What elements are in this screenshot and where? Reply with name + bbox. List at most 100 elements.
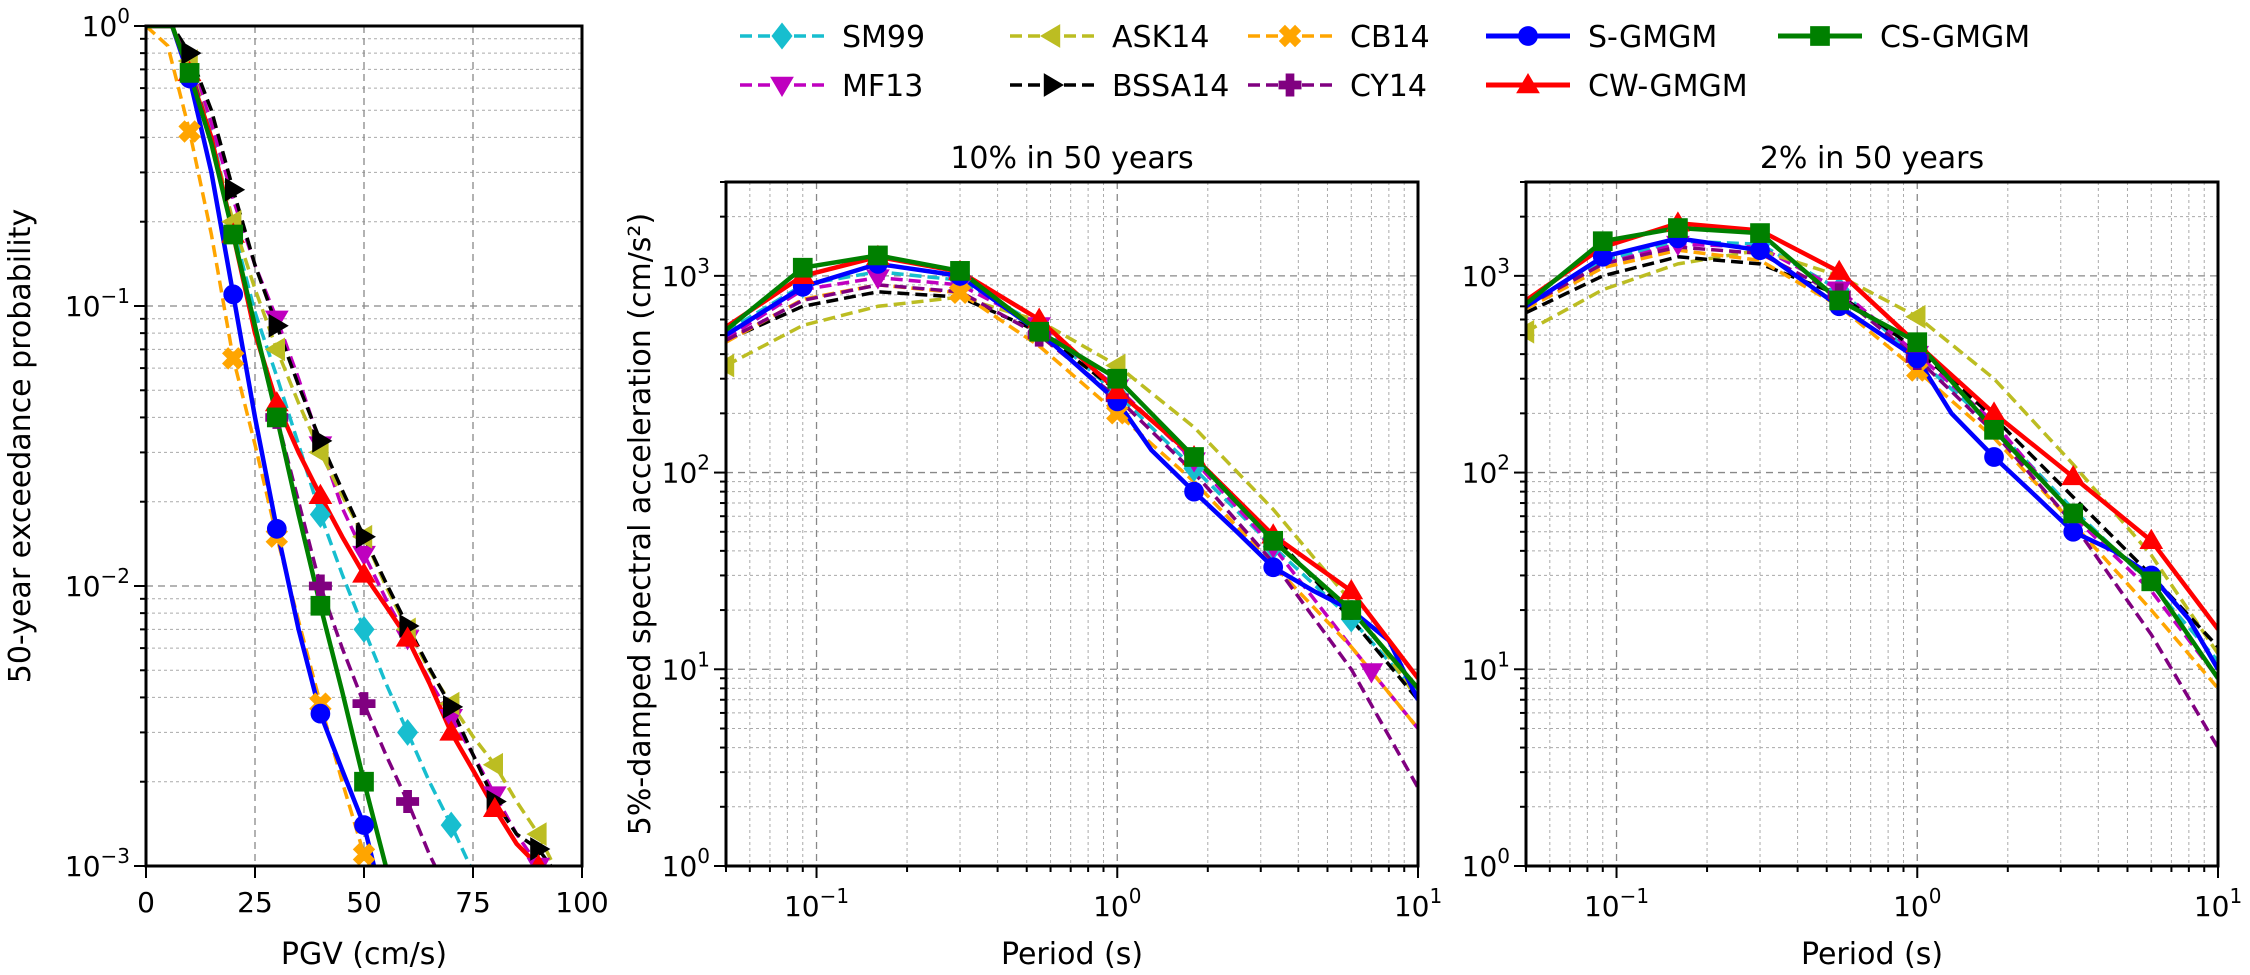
data-point-s-gmgm — [310, 703, 331, 724]
tick-label: 103 — [662, 254, 710, 293]
axes-frame — [1524, 180, 2220, 868]
series-line-cb14 — [726, 283, 1418, 730]
data-point-cs-gmgm — [1184, 447, 1204, 467]
tick-label: 100 — [1893, 884, 1941, 923]
data-point-s-gmgm — [266, 518, 287, 539]
data-point-cs-gmgm — [1984, 419, 2004, 440]
legend-marker-triangle-right-icon — [1043, 73, 1064, 97]
data-point-cw-gmgm — [308, 483, 333, 504]
tick-label: 100 — [662, 844, 710, 883]
legend-item-mf13: MF13 — [740, 69, 923, 104]
data-point-cs-gmgm — [354, 771, 374, 792]
panel-title: 10% in 50 years — [950, 141, 1193, 176]
panel-title: 2% in 50 years — [1760, 141, 1984, 176]
legend-marker-circle-icon — [1518, 26, 1538, 46]
tick-label: 100 — [1093, 884, 1141, 923]
data-point-cs-gmgm — [2063, 503, 2084, 524]
markers-sa10 — [726, 244, 1384, 684]
data-point-mf13 — [352, 545, 376, 567]
legend-label: MF13 — [842, 69, 923, 104]
data-point-cs-gmgm — [179, 63, 200, 83]
data-point-cs-gmgm — [1592, 231, 1613, 252]
data-point-cw-gmgm — [1339, 579, 1364, 600]
series-line-mf13 — [1526, 242, 2218, 680]
series-line-cy14 — [146, 26, 438, 866]
legend-marker-square-icon — [1810, 26, 1830, 46]
data-point-bssa14 — [225, 177, 246, 202]
series-line-bssa14 — [146, 26, 554, 866]
data-point-bssa14 — [355, 524, 376, 549]
data-point-s-gmgm — [1263, 557, 1284, 578]
series-line-cs-gmgm — [1526, 225, 2218, 680]
series-line-cs-gmgm — [726, 253, 1418, 690]
data-point-cw-gmgm — [352, 562, 376, 583]
data-point-cy14 — [352, 692, 376, 716]
series-line-s-gmgm — [146, 26, 377, 866]
legend-item-cw-gmgm: CW-GMGM — [1486, 69, 1748, 104]
data-point-cs-gmgm — [1750, 223, 1770, 243]
legend-item-sm99: SM99 — [740, 20, 925, 55]
data-point-cy14 — [396, 789, 420, 813]
data-point-ask14 — [264, 337, 285, 362]
tick-label: 10−2 — [65, 564, 130, 603]
panel-spectra-10pct-50yr: 100 101 102 103 10−1 100 101 Period (s) 5%-dampe… — [623, 141, 1442, 972]
tick-label: 10−3 — [65, 844, 130, 883]
data-point-cw-gmgm — [2139, 528, 2164, 549]
data-point-cs-gmgm — [1107, 368, 1128, 389]
series-line-cs-gmgm — [146, 26, 388, 866]
legend-item-cy14: CY14 — [1248, 69, 1427, 104]
data-point-cs-gmgm — [223, 224, 244, 245]
grid-sa2 — [1525, 181, 2219, 867]
series-line-ask14 — [726, 295, 1418, 701]
tick-label: 0 — [137, 886, 155, 919]
data-point-ask14 — [1526, 319, 1535, 344]
series-sa10 — [726, 253, 1418, 789]
data-point-cw-gmgm — [482, 796, 507, 818]
legend-item-cs-gmgm: CS-GMGM — [1778, 20, 2030, 55]
data-point-sm99 — [397, 718, 419, 746]
series-line-cy14 — [1526, 245, 2218, 749]
data-point-bssa14 — [181, 41, 202, 66]
tick-label: 10−1 — [65, 284, 130, 323]
data-point-ask14 — [526, 822, 547, 846]
legend-marker-triangle-left-icon — [1040, 24, 1061, 48]
series-line-sm99 — [726, 269, 1418, 696]
data-point-s-gmgm — [1984, 447, 2004, 467]
data-point-cw-gmgm — [531, 854, 546, 866]
legend-marker-triangle-down-icon — [770, 76, 794, 97]
data-point-bssa14 — [530, 837, 551, 861]
series-line-ask14 — [1526, 248, 2218, 655]
legend-marker-x-filled-icon — [1278, 24, 1302, 48]
legend-label: S-GMGM — [1588, 20, 1717, 55]
data-point-s-gmgm — [1184, 481, 1204, 502]
markers-pgv — [177, 41, 551, 866]
legend-label: CY14 — [1350, 69, 1427, 104]
tick-label: 101 — [1394, 884, 1442, 923]
tick-label: 102 — [1462, 451, 1510, 490]
data-point-ask14 — [726, 353, 735, 378]
data-point-s-gmgm — [354, 815, 374, 835]
tick-label: 101 — [2194, 884, 2242, 923]
legend-marker-triangle-up-icon — [1516, 73, 1540, 94]
legend-label: SM99 — [842, 20, 925, 55]
ticks-pgv: 10−3 10−2 10−1 100 0 25 50 75 100 — [65, 4, 609, 919]
tick-label: 10−1 — [1584, 884, 1649, 923]
tick-label: 101 — [662, 647, 710, 686]
legend-label: CS-GMGM — [1880, 20, 2030, 55]
series-line-cw-gmgm — [1526, 221, 2218, 631]
tick-label: 100 — [1462, 844, 1510, 883]
data-point-cs-gmgm — [792, 257, 813, 278]
markers-sa2 — [1526, 211, 2164, 592]
data-point-cb14 — [221, 347, 245, 370]
legend-marker-diamond-icon — [771, 22, 793, 50]
legend-marker-plus-filled-icon — [1278, 73, 1302, 97]
data-point-cw-gmgm — [1105, 378, 1130, 400]
data-point-cw-gmgm — [1827, 259, 1852, 280]
data-point-cs-gmgm — [868, 245, 888, 266]
data-point-cs-gmgm — [1029, 321, 1050, 342]
legend-item-ask14: ASK14 — [1010, 20, 1209, 55]
data-point-cs-gmgm — [1263, 530, 1284, 551]
tick-label: 100 — [82, 4, 130, 43]
series-line-sm99 — [1526, 239, 2218, 663]
